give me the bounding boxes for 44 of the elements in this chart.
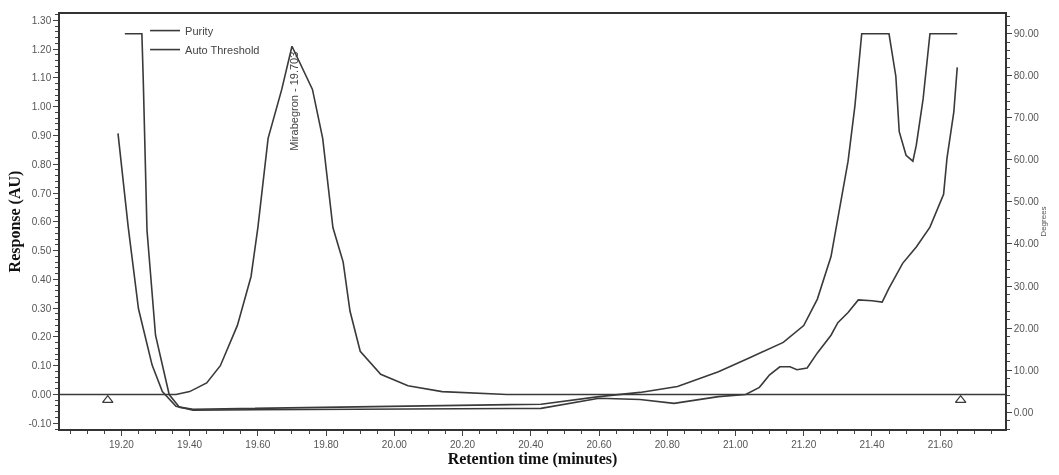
x-tick-label: 20.40 xyxy=(518,438,544,450)
x-tick-label: 20.20 xyxy=(450,438,476,450)
y2-tick-label: 60.00 xyxy=(1013,154,1040,166)
y2-tick-label: 30.00 xyxy=(1013,280,1040,292)
y2-tick-label: 20.00 xyxy=(1013,322,1040,334)
y-tick-label: 0.50 xyxy=(31,245,52,257)
x-tick-label: 19.40 xyxy=(177,438,203,450)
y-tick-label: 0.20 xyxy=(31,331,52,343)
y-tick-label: 0.00 xyxy=(31,388,52,400)
y-tick-label: 1.10 xyxy=(31,72,52,84)
x-tick-label: 20.60 xyxy=(586,438,612,450)
y-tick-label: 0.40 xyxy=(31,273,52,285)
y-tick-label: 0.10 xyxy=(31,360,52,372)
x-tick-label: 21.00 xyxy=(722,438,749,450)
y2-tick-label: 0.00 xyxy=(1013,406,1034,418)
x-tick-label: 21.20 xyxy=(791,438,817,450)
y2-axis-title: Degrees xyxy=(1039,206,1049,237)
y2-tick-label: 10.00 xyxy=(1013,364,1040,376)
x-tick-label: 19.60 xyxy=(245,438,271,450)
y-tick-label: 1.00 xyxy=(31,101,52,113)
y-axis-title: Response (AU) xyxy=(5,170,24,273)
y-tick-label: 0.30 xyxy=(31,302,52,314)
legend-label: Auto Threshold xyxy=(185,43,260,56)
x-tick-label: 19.80 xyxy=(313,438,340,450)
y-tick-label: -0.10 xyxy=(28,417,52,429)
y-tick-label: 0.70 xyxy=(31,187,52,199)
y2-tick-label: 80.00 xyxy=(1013,70,1040,82)
x-tick-label: 19.20 xyxy=(108,438,135,450)
x-tick-label: 20.00 xyxy=(381,438,408,450)
y-tick-label: 0.60 xyxy=(31,216,52,228)
y2-tick-label: 50.00 xyxy=(1013,196,1040,208)
x-tick-label: 21.40 xyxy=(859,438,885,450)
annotation: Mirabegron - 19.703 xyxy=(288,51,301,151)
y-tick-label: 1.20 xyxy=(31,43,52,55)
x-tick-label: 21.60 xyxy=(927,438,954,450)
y2-tick-label: 40.00 xyxy=(1013,238,1040,250)
y-tick-label: 0.80 xyxy=(31,158,52,170)
x-axis-title: Retention time (minutes) xyxy=(447,449,618,468)
y-tick-label: 0.90 xyxy=(31,129,52,141)
y-tick-label: 1.30 xyxy=(31,14,52,26)
y2-tick-label: 70.00 xyxy=(1013,112,1040,124)
x-tick-label: 20.80 xyxy=(654,438,681,450)
legend-label: Purity xyxy=(185,24,214,37)
y2-tick-label: 90.00 xyxy=(1013,28,1040,40)
